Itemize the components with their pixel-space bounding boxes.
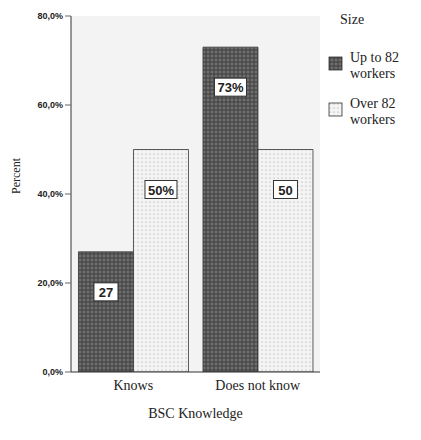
svg-text:Knows: Knows [113, 378, 153, 393]
svg-text:Does not know: Does not know [215, 378, 301, 393]
svg-text:80,0%: 80,0% [37, 11, 63, 21]
svg-text:50%: 50% [148, 183, 174, 198]
svg-text:BSC Knowledge: BSC Knowledge [148, 406, 243, 421]
svg-text:40,0%: 40,0% [37, 189, 63, 199]
svg-text:60,0%: 60,0% [37, 100, 63, 110]
svg-text:0,0%: 0,0% [42, 367, 63, 377]
html-text:Size: Size [340, 12, 365, 27]
svg-text:73%: 73% [217, 80, 243, 95]
svg-text:Percent: Percent [9, 157, 23, 194]
svg-text:27: 27 [99, 285, 113, 300]
svg-text:20,0%: 20,0% [37, 278, 63, 288]
html-text:Up to 82 workers: Up to 82 workers [350, 50, 399, 81]
svg-text:50: 50 [278, 183, 292, 198]
html-text:Over 82 workers: Over 82 workers [350, 96, 396, 127]
